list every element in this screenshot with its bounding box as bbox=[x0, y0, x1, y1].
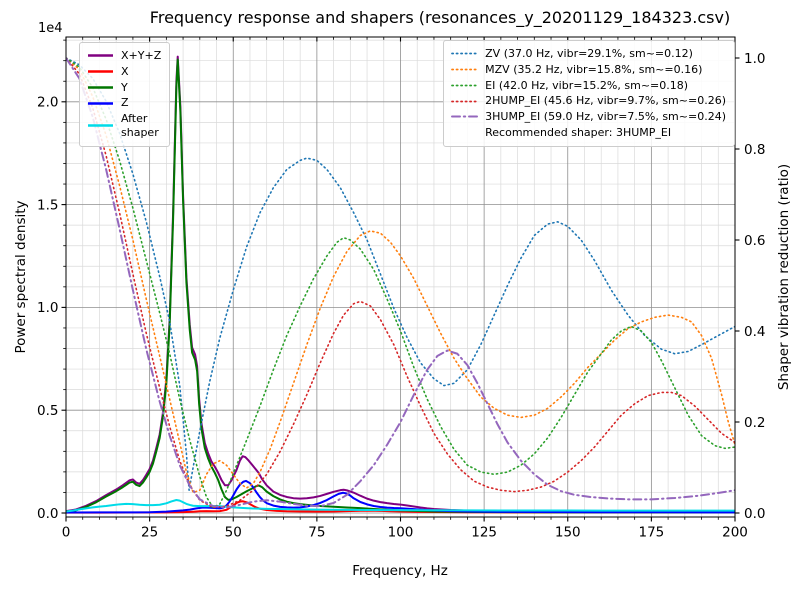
legend-item-recommended: Recommended shaper: 3HUMP_EI bbox=[451, 126, 726, 140]
y-right-axis-label: Shaper vibration reduction (ratio) bbox=[776, 163, 792, 391]
shaper-legend: ZV (37.0 Hz, vibr=29.1%, sm~=0.12) MZV (3… bbox=[443, 40, 735, 147]
curve-2HUMP_EI bbox=[66, 57, 735, 509]
legend-swatch bbox=[88, 124, 113, 128]
legend-label: After shaper bbox=[121, 112, 159, 139]
tick-label: 100 bbox=[388, 525, 414, 541]
axis-ticks bbox=[61, 37, 740, 522]
tick-label: 0.2 bbox=[744, 415, 765, 431]
legend-item-X: X bbox=[87, 65, 161, 79]
tick-label: 200 bbox=[722, 525, 748, 541]
legend-label: Z bbox=[121, 96, 129, 110]
legend-swatch bbox=[451, 115, 479, 118]
y-axis-offset-label: 1e4 bbox=[38, 21, 63, 36]
chart-title: Frequency response and shapers (resonanc… bbox=[149, 8, 731, 27]
tick-label: 1.5 bbox=[37, 197, 58, 213]
legend-swatch bbox=[451, 68, 479, 71]
legend-item-EI: EI (42.0 Hz, vibr=15.2%, sm~=0.18) bbox=[451, 79, 726, 93]
legend-swatch bbox=[88, 101, 113, 105]
curve-ZV bbox=[66, 57, 735, 492]
legend-item-3HUMP_EI: 3HUMP_EI (59.0 Hz, vibr=7.5%, sm~=0.24) bbox=[451, 110, 726, 124]
tick-label: 0.4 bbox=[744, 324, 765, 340]
shaper-curves bbox=[66, 57, 735, 509]
legend-label: ZV (37.0 Hz, vibr=29.1%, sm~=0.12) bbox=[485, 47, 693, 60]
tick-label: 25 bbox=[141, 525, 158, 541]
tick-label: 175 bbox=[638, 525, 664, 541]
tick-label: 2.0 bbox=[37, 95, 58, 111]
curve-3HUMP_EI bbox=[66, 57, 735, 509]
curve-EI bbox=[66, 57, 735, 509]
tick-label: 0.0 bbox=[744, 506, 765, 522]
psd-legend: X+Y+Z X Y Z After shaper bbox=[79, 42, 171, 147]
legend-label: 2HUMP_EI (45.6 Hz, vibr=9.7%, sm~=0.26) bbox=[485, 94, 726, 108]
legend-label: Recommended shaper: 3HUMP_EI bbox=[485, 125, 672, 139]
tick-label: 1.0 bbox=[37, 300, 58, 316]
tick-label: 0.5 bbox=[37, 403, 58, 419]
legend-swatch bbox=[88, 70, 113, 73]
legend-swatch bbox=[88, 86, 113, 89]
y-left-axis-label: Power spectral density bbox=[13, 200, 29, 354]
legend-item-MZV: MZV (35.2 Hz, vibr=15.8%, sm~=0.16) bbox=[451, 63, 726, 77]
tick-label: 50 bbox=[225, 525, 242, 541]
legend-swatch bbox=[88, 54, 113, 58]
legend-item-Y: Y bbox=[87, 81, 161, 95]
tick-label: 0.0 bbox=[37, 506, 58, 522]
tick-label: 150 bbox=[555, 525, 581, 541]
legend-label: Y bbox=[121, 80, 128, 94]
legend-label: EI (42.0 Hz, vibr=15.2%, sm~=0.18) bbox=[485, 78, 689, 92]
legend-label: X bbox=[121, 64, 129, 78]
tick-label: 1.0 bbox=[744, 51, 765, 67]
tick-label: 125 bbox=[471, 525, 497, 541]
tick-label: 75 bbox=[308, 525, 325, 541]
legend-item-After shaper: After shaper bbox=[87, 112, 161, 140]
legend-label: MZV (35.2 Hz, vibr=15.8%, sm~=0.16) bbox=[485, 62, 703, 76]
tick-label: 0.8 bbox=[744, 142, 765, 158]
x-axis-label: Frequency, Hz bbox=[352, 563, 448, 579]
legend-item-X+Y+Z: X+Y+Z bbox=[87, 49, 161, 63]
legend-swatch bbox=[451, 52, 479, 55]
tick-label: 0.6 bbox=[744, 233, 765, 249]
legend-swatch bbox=[451, 100, 479, 103]
psd-curves bbox=[66, 55, 735, 514]
tick-labels: 0 25 50 75 100 125 150 175 200 0.0 0.5 1.0 1.5 2.0 0.0… bbox=[37, 51, 765, 541]
legend-item-2HUMP_EI: 2HUMP_EI (45.6 Hz, vibr=9.7%, sm~=0.26) bbox=[451, 94, 726, 108]
legend-item-ZV: ZV (37.0 Hz, vibr=29.1%, sm~=0.12) bbox=[451, 47, 726, 61]
legend-swatch bbox=[451, 84, 479, 87]
tick-label: 0 bbox=[62, 525, 71, 541]
legend-label: 3HUMP_EI (59.0 Hz, vibr=7.5%, sm~=0.24) bbox=[485, 110, 726, 123]
legend-item-Z: Z bbox=[87, 96, 161, 110]
legend-label: X+Y+Z bbox=[121, 49, 162, 62]
